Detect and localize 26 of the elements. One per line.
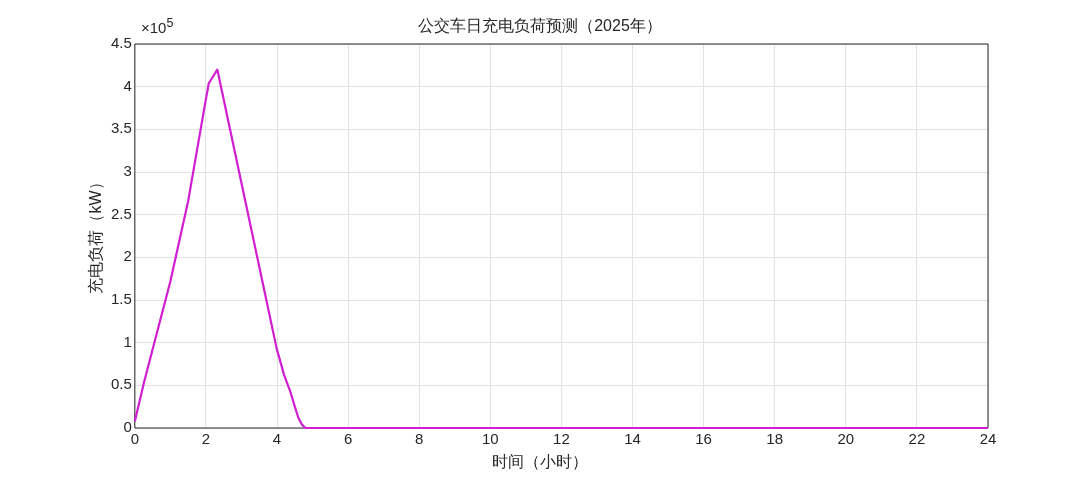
x-tick-label: 8 — [415, 430, 424, 448]
x-tick-label: 22 — [908, 430, 926, 448]
x-tick-label: 12 — [553, 430, 570, 448]
x-tick-label: 14 — [624, 430, 641, 448]
x-tick-label: 20 — [837, 430, 855, 448]
text: ×10$^{5}$ — [141, 16, 174, 36]
x-axis-title: 时间（小时） — [491, 452, 589, 472]
x-tick-label: 18 — [766, 430, 784, 448]
x-tick-label: 4 — [272, 430, 282, 448]
y-axis-title: 充电负荷（kW） — [85, 174, 105, 294]
y-tick-label: 0 — [123, 418, 132, 436]
y-tick-label: 1.5 — [110, 290, 132, 308]
y-tick-label: 0.5 — [110, 375, 132, 393]
y-tick-label: 2.5 — [110, 204, 132, 222]
x-tick-label: 16 — [695, 430, 712, 448]
y-tick-label: 2 — [123, 247, 132, 265]
x-tick-label: 2 — [201, 430, 211, 448]
y-tick-label: 3.5 — [110, 119, 132, 137]
x-tick-label: 24 — [979, 430, 997, 448]
y-tick-label: 4 — [123, 76, 132, 94]
y-tick-label: 4.5 — [110, 34, 132, 52]
y-tick-label: 3 — [123, 162, 132, 180]
y-tick-label: 1 — [123, 332, 132, 350]
x-tick-label: 6 — [343, 430, 353, 448]
chart-title: 公交车日充电负荷预测（2025年） — [418, 17, 662, 34]
x-tick-label: 10 — [481, 430, 499, 448]
